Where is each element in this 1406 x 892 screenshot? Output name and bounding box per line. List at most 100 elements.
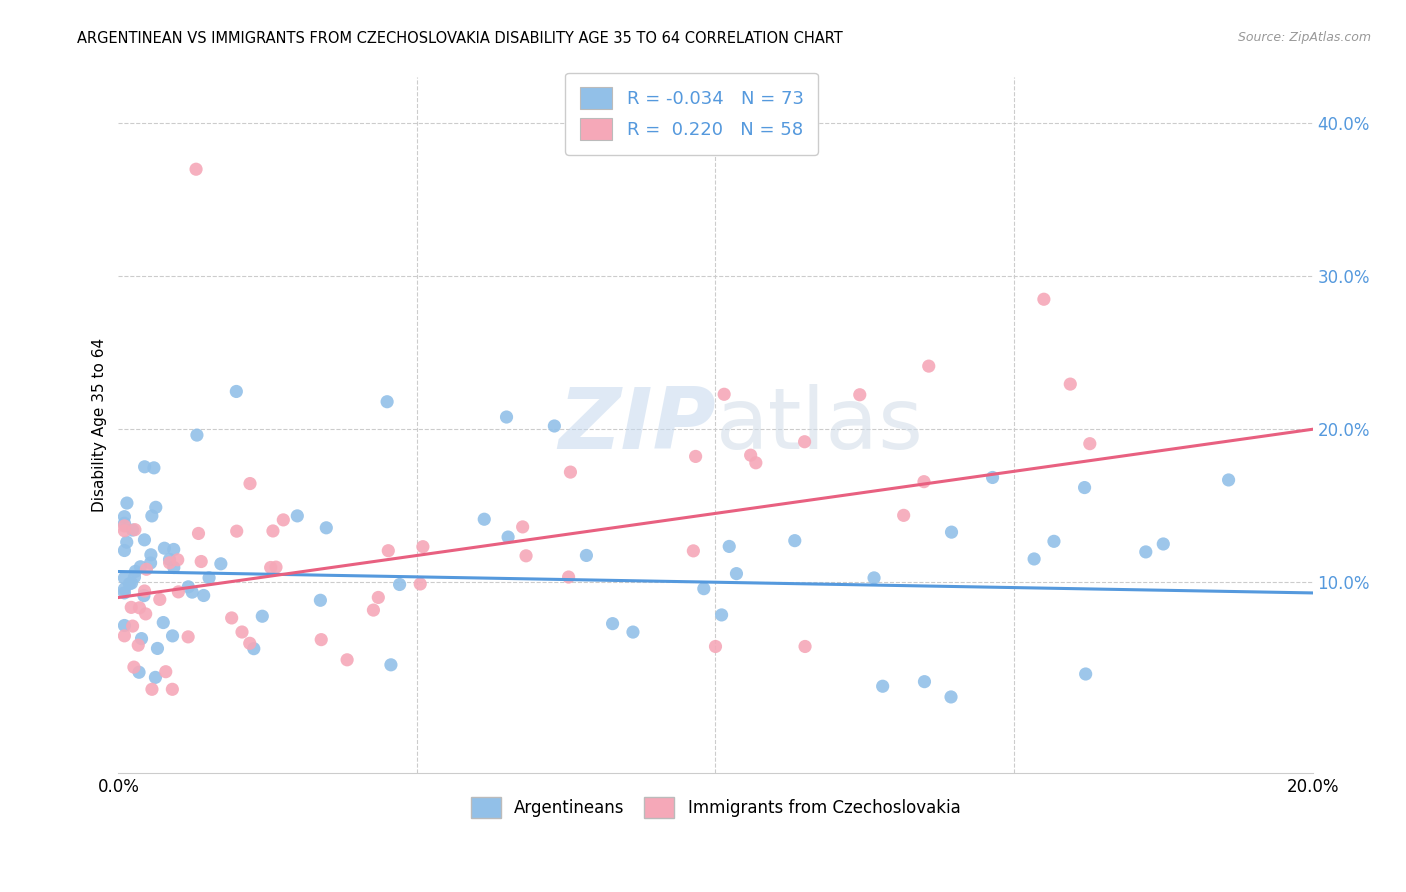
Point xyxy=(112,543,135,558)
Point xyxy=(120,600,142,615)
Point xyxy=(939,690,962,704)
Point xyxy=(377,543,399,558)
Point xyxy=(231,625,253,640)
Point xyxy=(575,549,598,563)
Point xyxy=(145,670,167,684)
Point xyxy=(163,542,186,557)
Point xyxy=(181,585,204,599)
Point xyxy=(1043,534,1066,549)
Point xyxy=(139,556,162,570)
Point xyxy=(153,541,176,556)
Point xyxy=(252,609,274,624)
Point xyxy=(713,387,735,401)
Point xyxy=(309,593,332,607)
Point xyxy=(1078,436,1101,450)
Point xyxy=(187,526,209,541)
Point xyxy=(115,496,138,510)
Legend: Argentineans, Immigrants from Czechoslovakia: Argentineans, Immigrants from Czechoslov… xyxy=(464,790,967,824)
Point xyxy=(914,674,936,689)
Point xyxy=(496,530,519,544)
Point xyxy=(184,162,207,177)
Point xyxy=(893,508,915,523)
Point xyxy=(285,508,308,523)
Point xyxy=(152,615,174,630)
Point xyxy=(783,533,806,548)
Point xyxy=(186,428,208,442)
Point xyxy=(155,665,177,679)
Point xyxy=(134,533,156,547)
Point xyxy=(745,456,768,470)
Point xyxy=(1074,667,1097,681)
Point xyxy=(121,523,143,537)
Point xyxy=(1032,292,1054,306)
Point xyxy=(131,632,153,646)
Point xyxy=(682,544,704,558)
Point xyxy=(124,565,146,579)
Point xyxy=(409,577,432,591)
Y-axis label: Disability Age 35 to 64: Disability Age 35 to 64 xyxy=(93,338,107,513)
Point xyxy=(112,519,135,533)
Point xyxy=(472,512,495,526)
Point xyxy=(134,584,156,599)
Point xyxy=(135,562,157,576)
Point xyxy=(112,524,135,538)
Point xyxy=(159,556,181,570)
Point xyxy=(166,553,188,567)
Text: atlas: atlas xyxy=(716,384,924,467)
Point xyxy=(198,571,221,585)
Point xyxy=(367,591,389,605)
Point xyxy=(363,603,385,617)
Point xyxy=(118,576,141,591)
Point xyxy=(163,560,186,574)
Point xyxy=(177,630,200,644)
Text: Source: ZipAtlas.com: Source: ZipAtlas.com xyxy=(1237,31,1371,45)
Point xyxy=(149,592,172,607)
Point xyxy=(127,638,149,652)
Point xyxy=(141,682,163,697)
Point xyxy=(139,548,162,562)
Point xyxy=(112,618,135,632)
Point xyxy=(1152,537,1174,551)
Point xyxy=(225,384,247,399)
Point xyxy=(141,508,163,523)
Point xyxy=(740,448,762,462)
Point xyxy=(129,559,152,574)
Point xyxy=(243,641,266,656)
Point xyxy=(495,410,517,425)
Point xyxy=(872,679,894,693)
Point xyxy=(162,682,184,697)
Point xyxy=(159,552,181,566)
Point xyxy=(725,566,748,581)
Point xyxy=(193,589,215,603)
Point xyxy=(849,388,872,402)
Point xyxy=(1135,545,1157,559)
Point xyxy=(112,509,135,524)
Point xyxy=(710,607,733,622)
Text: ARGENTINEAN VS IMMIGRANTS FROM CZECHOSLOVAKIA DISABILITY AGE 35 TO 64 CORRELATIO: ARGENTINEAN VS IMMIGRANTS FROM CZECHOSLO… xyxy=(77,31,844,46)
Point xyxy=(1059,377,1081,392)
Point xyxy=(121,576,143,591)
Point xyxy=(112,586,135,600)
Point xyxy=(225,524,247,538)
Point xyxy=(1073,481,1095,495)
Point xyxy=(112,582,135,596)
Point xyxy=(512,520,534,534)
Point xyxy=(718,540,741,554)
Point xyxy=(693,582,716,596)
Point xyxy=(315,521,337,535)
Point xyxy=(177,580,200,594)
Point xyxy=(135,607,157,621)
Point xyxy=(190,555,212,569)
Point xyxy=(112,629,135,643)
Point xyxy=(941,525,963,540)
Point xyxy=(264,560,287,574)
Point xyxy=(121,619,143,633)
Point xyxy=(271,513,294,527)
Point xyxy=(309,632,332,647)
Point xyxy=(262,524,284,538)
Point xyxy=(239,476,262,491)
Point xyxy=(122,660,145,674)
Point xyxy=(124,523,146,537)
Point xyxy=(793,434,815,449)
Point xyxy=(128,600,150,615)
